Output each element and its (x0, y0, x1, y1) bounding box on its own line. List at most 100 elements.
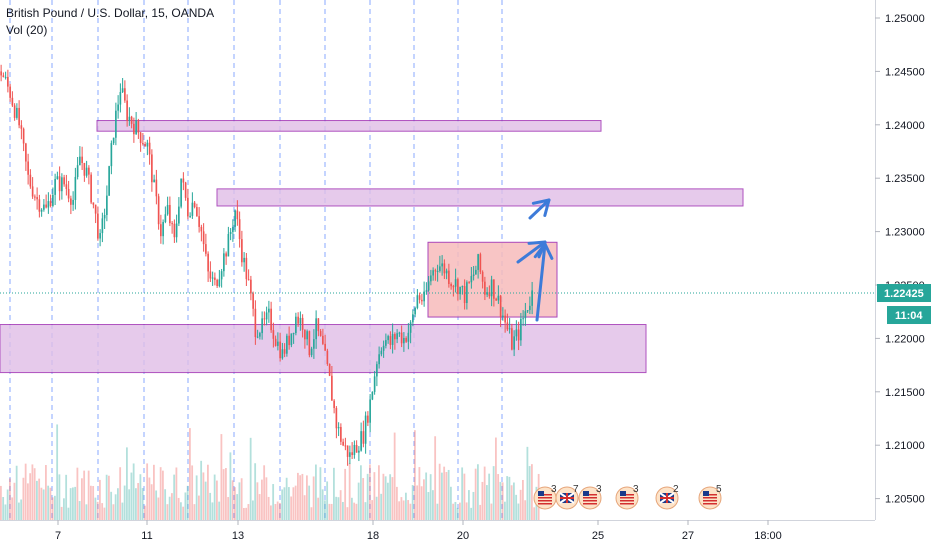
candle-body (445, 270, 448, 274)
candle-body (97, 213, 99, 239)
volume-bar (267, 496, 270, 520)
volume-bar (135, 488, 137, 520)
volume-bar (461, 467, 464, 520)
volume-bar (463, 473, 466, 520)
volume-bar (432, 490, 434, 520)
volume-bar (168, 496, 171, 520)
candle-body (112, 137, 115, 144)
volume-bar (126, 447, 128, 520)
candle-body (513, 336, 515, 350)
volume-bar (315, 464, 317, 520)
volume-bar (317, 497, 320, 520)
arrow-head (527, 240, 547, 259)
candle-body (169, 204, 171, 224)
volume-bar (281, 489, 284, 520)
flag-stripe (583, 494, 597, 496)
volume-bar (378, 465, 380, 520)
volume-bar (74, 486, 77, 520)
volume-bar (123, 485, 126, 520)
projection-arrow-left (516, 240, 547, 264)
volume-bar (339, 490, 342, 520)
volume-bar (474, 468, 477, 520)
candle-body (452, 286, 455, 288)
volume-bar (407, 500, 410, 520)
candle-body (139, 132, 142, 144)
volume-bar (78, 501, 81, 520)
candle-body (11, 97, 14, 106)
candle-body (468, 282, 470, 284)
volume-bar (270, 505, 272, 520)
candle-body (502, 315, 504, 317)
volume-bar (279, 502, 281, 520)
candle-body (9, 86, 11, 98)
price-tick-label: 1.25000 (885, 13, 925, 25)
candle-body (326, 350, 329, 365)
volume-bar (18, 502, 20, 520)
volume-bar (110, 491, 113, 520)
candle-body (236, 210, 239, 220)
volume-bar (173, 474, 176, 520)
candle-body (470, 275, 473, 283)
volume-bar (272, 484, 275, 520)
candle-body (110, 143, 113, 167)
volume-bar (321, 489, 324, 520)
volume-bar (243, 507, 245, 520)
volume-bar (13, 482, 16, 520)
candle-body (385, 340, 387, 346)
last-price-badge (877, 284, 931, 303)
candle-body (56, 176, 59, 179)
candle-body (409, 322, 412, 333)
candle-body (405, 337, 407, 342)
volume-bar (249, 437, 252, 520)
volume-bar (263, 465, 266, 520)
candle-body (43, 204, 45, 210)
candle-body (252, 293, 254, 309)
volume-bar (195, 475, 198, 520)
volume-bar (510, 485, 513, 520)
price-tick-label: 1.24500 (885, 66, 925, 78)
candle-body (81, 156, 83, 163)
volume-bar (36, 480, 38, 520)
volume-bar (103, 507, 106, 520)
volume-bar (218, 501, 221, 520)
candle-body (63, 177, 65, 185)
volume-bar (495, 437, 497, 520)
candle-body (119, 92, 122, 105)
volume-bar (402, 500, 405, 520)
candle-body (108, 166, 110, 196)
candle-body (191, 202, 194, 216)
volume-bar (265, 477, 268, 520)
candle-body (263, 318, 266, 320)
candle-body (450, 284, 452, 287)
volume-bar (40, 487, 43, 520)
candle-body (439, 266, 441, 271)
volume-bar (384, 476, 387, 520)
volume-bar (400, 497, 403, 520)
arrow-shaft (535, 242, 547, 322)
candle-body (362, 431, 365, 444)
event-us-flag-icon: 3 (533, 484, 557, 510)
volume-bar (274, 503, 277, 520)
candle-body (351, 452, 353, 456)
volume-bar (533, 507, 536, 520)
flag-stripe (538, 503, 552, 505)
candle-body (243, 257, 245, 263)
volume-bar (200, 460, 203, 520)
candle-body (313, 339, 315, 349)
candle-body (283, 349, 286, 354)
volume-bar (6, 489, 9, 520)
volume-bar (324, 500, 326, 520)
volume-bar (504, 501, 506, 520)
volume-bar (238, 482, 241, 520)
volume-bar (67, 507, 70, 520)
volume-bar (499, 481, 502, 520)
time-tick-label: 18:00 (754, 530, 782, 542)
volume-bar (517, 503, 520, 520)
volume-bar (81, 478, 83, 520)
last-price-value: 1.22425 (884, 288, 924, 300)
volume-bar (234, 487, 236, 520)
volume-bar (348, 463, 351, 520)
candle-body (517, 329, 520, 341)
